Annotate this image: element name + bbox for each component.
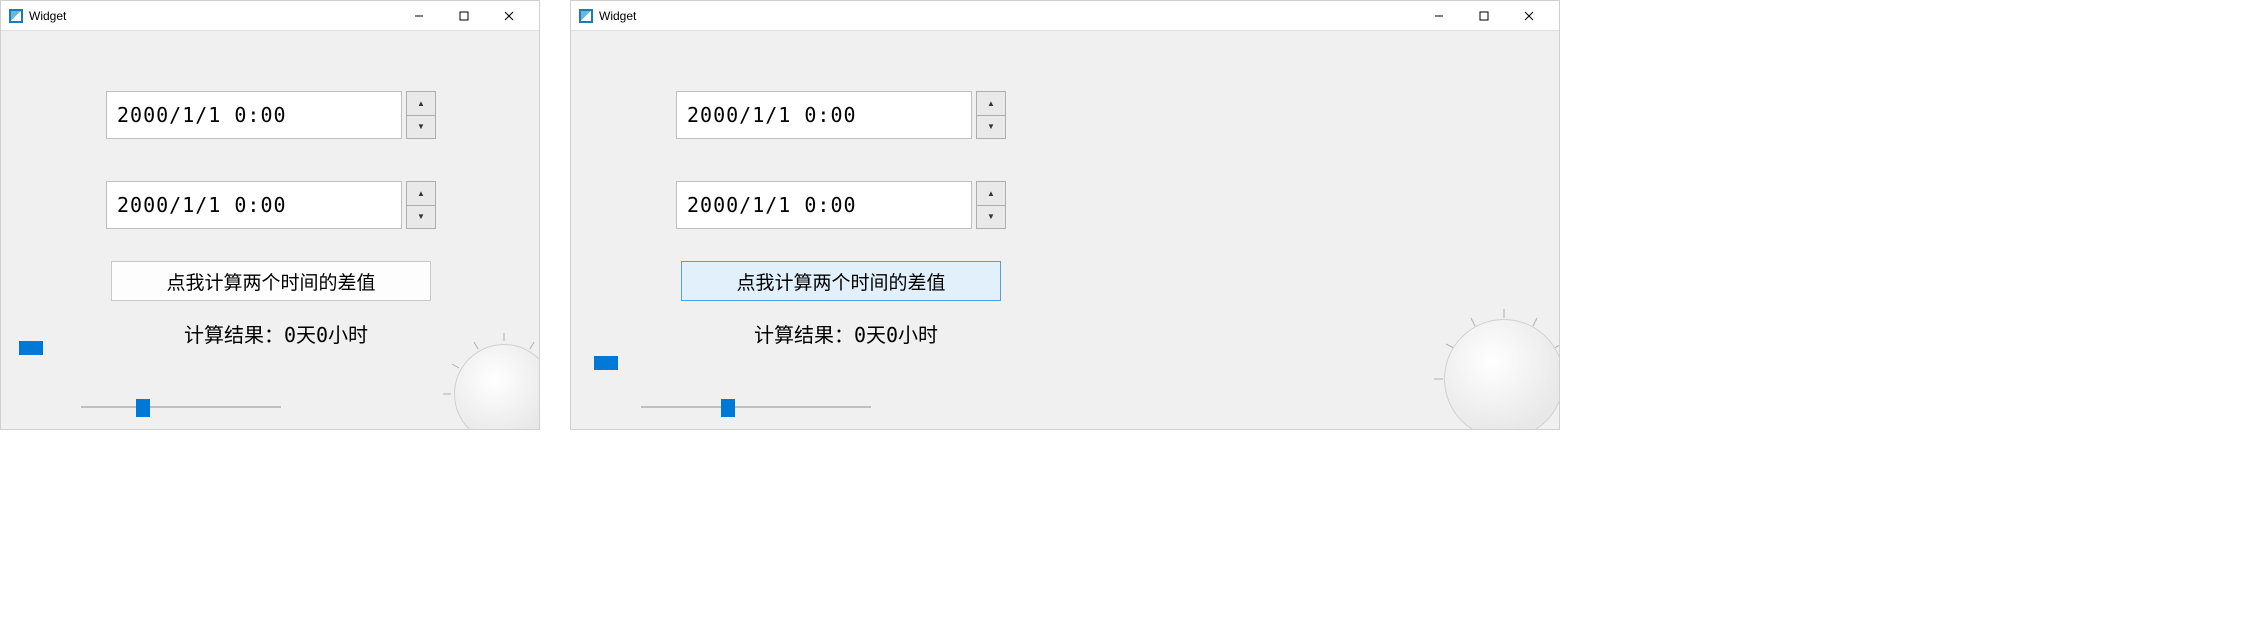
horizontal-slider-track	[641, 406, 871, 408]
calculate-button[interactable]: 点我计算两个时间的差值	[681, 261, 1001, 301]
datetime-input-1[interactable]: 2000/1/1 0:00	[106, 91, 402, 139]
horizontal-slider-handle[interactable]	[136, 399, 150, 417]
vertical-slider[interactable]	[21, 281, 41, 411]
spin-up-icon[interactable]: ▲	[406, 181, 436, 206]
window-b: Widget 2000/1/1 0:00 ▲ ▼ 2000/1/1 0:00 ▲	[570, 0, 1560, 430]
window-title: Widget	[599, 9, 1416, 23]
spin-1: ▲ ▼	[406, 91, 436, 139]
titlebar[interactable]: Widget	[571, 1, 1559, 31]
form: 2000/1/1 0:00 ▲ ▼ 2000/1/1 0:00 ▲ ▼ 点我计算…	[676, 91, 1006, 348]
datetime-input-2[interactable]: 2000/1/1 0:00	[106, 181, 402, 229]
spin-1: ▲ ▼	[976, 91, 1006, 139]
minimize-button[interactable]	[396, 1, 441, 31]
dial[interactable]	[439, 329, 540, 430]
spin-down-icon[interactable]: ▼	[406, 206, 436, 230]
close-button[interactable]	[1506, 1, 1551, 31]
maximize-button[interactable]	[1461, 1, 1506, 31]
horizontal-slider[interactable]	[641, 397, 871, 417]
vertical-slider-handle[interactable]	[594, 356, 618, 370]
spin-up-icon[interactable]: ▲	[976, 91, 1006, 116]
window-a: Widget 2000/1/1 0:00 ▲ ▼ 2000/1/1 0:00 ▲	[0, 0, 540, 430]
datetime-row-2: 2000/1/1 0:00 ▲ ▼	[676, 181, 1006, 229]
result-label: 计算结果：0天0小时	[116, 319, 436, 348]
horizontal-slider-handle[interactable]	[721, 399, 735, 417]
datetime-input-2[interactable]: 2000/1/1 0:00	[676, 181, 972, 229]
datetime-row-2: 2000/1/1 0:00 ▲ ▼	[106, 181, 436, 229]
app-icon	[579, 9, 593, 23]
horizontal-slider[interactable]	[81, 397, 281, 417]
close-button[interactable]	[486, 1, 531, 31]
maximize-button[interactable]	[441, 1, 486, 31]
result-label: 计算结果：0天0小时	[686, 319, 1006, 348]
form: 2000/1/1 0:00 ▲ ▼ 2000/1/1 0:00 ▲ ▼ 点我计算…	[106, 91, 436, 348]
datetime-row-1: 2000/1/1 0:00 ▲ ▼	[106, 91, 436, 139]
vertical-slider-handle[interactable]	[19, 341, 43, 355]
vertical-slider[interactable]	[596, 281, 616, 421]
dial[interactable]	[1429, 304, 1560, 430]
client-area: 2000/1/1 0:00 ▲ ▼ 2000/1/1 0:00 ▲ ▼ 点我计算…	[571, 31, 1559, 429]
dial-disc[interactable]	[1444, 319, 1560, 430]
datetime-row-1: 2000/1/1 0:00 ▲ ▼	[676, 91, 1006, 139]
spin-2: ▲ ▼	[406, 181, 436, 229]
minimize-button[interactable]	[1416, 1, 1461, 31]
spin-up-icon[interactable]: ▲	[976, 181, 1006, 206]
app-icon	[9, 9, 23, 23]
spin-down-icon[interactable]: ▼	[976, 206, 1006, 230]
calculate-button[interactable]: 点我计算两个时间的差值	[111, 261, 431, 301]
spin-up-icon[interactable]: ▲	[406, 91, 436, 116]
spin-2: ▲ ▼	[976, 181, 1006, 229]
window-title: Widget	[29, 9, 396, 23]
horizontal-slider-track	[81, 406, 281, 408]
titlebar[interactable]: Widget	[1, 1, 539, 31]
spin-down-icon[interactable]: ▼	[976, 116, 1006, 140]
client-area: 2000/1/1 0:00 ▲ ▼ 2000/1/1 0:00 ▲ ▼ 点我计算…	[1, 31, 539, 429]
datetime-input-1[interactable]: 2000/1/1 0:00	[676, 91, 972, 139]
spin-down-icon[interactable]: ▼	[406, 116, 436, 140]
